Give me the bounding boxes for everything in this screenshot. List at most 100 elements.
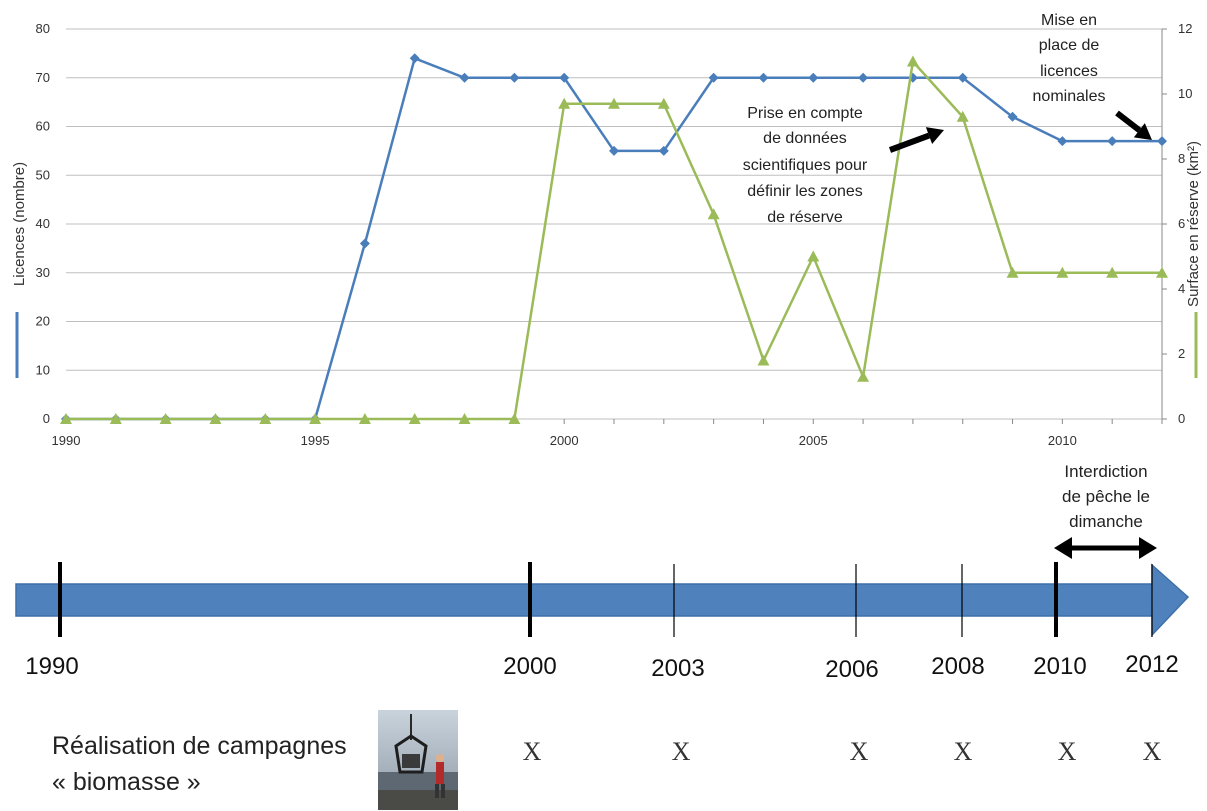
- chart-axes: 0 10 20 30 40 50 60 70 80 0 2 4 6 8 10 12 1990 1995 2000 20…: [11, 21, 1202, 448]
- timeline: Interdiction de pêche le dimanche: [15, 462, 1190, 637]
- y-tick-label-10: 10: [36, 362, 50, 377]
- reserve-point-2003: [707, 208, 720, 220]
- timeline-arrow: [15, 563, 1190, 637]
- timeline-year-label-2010: 2010: [1033, 653, 1087, 680]
- timeline-year-label-2008: 2008: [931, 653, 985, 680]
- y-tick-label-60: 60: [36, 119, 50, 134]
- y-tick-label-80: 80: [36, 21, 50, 36]
- reserve-point-2007: [906, 55, 919, 67]
- annotation-arrow-reserve-head: [925, 127, 944, 144]
- ban-period-head-right: [1139, 537, 1157, 559]
- reserve-point-2000: [558, 97, 571, 109]
- annotation-reserve-line-2: de données: [763, 130, 847, 147]
- ban-label-line-3: dimanche: [1069, 512, 1143, 531]
- y2-tick-label-10: 10: [1178, 86, 1192, 101]
- licences-point-2010: [1057, 136, 1068, 147]
- reserve-point-2001: [608, 97, 620, 109]
- reserve-point-2008: [956, 110, 969, 122]
- reserve-point-1993: [209, 413, 222, 424]
- y2-tick-label-8: 8: [1178, 151, 1185, 166]
- chart-annotations: Mise en place de licences nominales Prise en…: [743, 12, 1152, 226]
- annotation-licences-line-4: nominales: [1033, 88, 1106, 105]
- y2-tick-label-0: 0: [1178, 411, 1185, 426]
- reserve-point-2004: [757, 354, 770, 366]
- licences-point-2009: [1007, 111, 1018, 122]
- x-tick-label-1995: 1995: [301, 433, 330, 448]
- campaign-mark-2006: X: [849, 737, 869, 766]
- reserve-point-1997: [408, 413, 421, 424]
- licences-point-2011: [1107, 136, 1118, 147]
- y-tick-label-70: 70: [36, 70, 50, 85]
- annotation-reserve-line-4: définir les zones: [747, 183, 863, 200]
- reserve-point-1999: [508, 413, 521, 424]
- licences-point-1996: [359, 238, 370, 249]
- ban-period-head-left: [1054, 537, 1072, 559]
- x-tick-label-1990: 1990: [52, 433, 81, 448]
- reserve-point-1996: [358, 413, 371, 424]
- reserve-point-1995: [309, 413, 322, 424]
- y-axis-title: Licences (nombre): [11, 162, 28, 286]
- licences-point-1998: [459, 72, 470, 83]
- campaign-label-line-1: Réalisation de campagnes: [52, 732, 347, 760]
- reserve-point-2002: [657, 97, 670, 109]
- annotation-arrow-licences-shaft: [1115, 110, 1142, 133]
- licences-point-2003: [708, 72, 719, 83]
- y-tick-label-50: 50: [36, 167, 50, 182]
- reserve-point-1990: [60, 413, 72, 424]
- timeline-year-label-2003: 2003: [651, 655, 705, 682]
- licences-point-2002: [658, 145, 669, 156]
- x-tick-label-2010: 2010: [1048, 433, 1077, 448]
- timeline-year-label-2006: 2006: [825, 656, 879, 683]
- y2-axis-title: Surface en réserve (km²): [1185, 141, 1202, 307]
- reserve-point-2011: [1106, 266, 1119, 278]
- licences-point-2001: [609, 145, 619, 156]
- reserve-point-2010: [1056, 266, 1069, 278]
- licences-point-2004: [758, 72, 769, 83]
- licences-point-2012: [1157, 136, 1167, 147]
- licences-point-2005: [808, 72, 819, 83]
- y-tick-label-20: 20: [36, 314, 50, 329]
- reserve-point-2012: [1156, 266, 1168, 278]
- chart-series: [60, 53, 1168, 424]
- campaign-mark-2003: X: [671, 737, 691, 766]
- chart-gridlines: [66, 28, 1162, 420]
- y-tick-label-30: 30: [36, 265, 50, 280]
- reserve-point-1998: [458, 413, 471, 424]
- campaign-mark-2008: X: [953, 737, 973, 766]
- reserve-point-2005: [807, 250, 820, 262]
- reserve-point-1991: [109, 413, 122, 424]
- annotation-arrow-licences-head: [1133, 123, 1152, 140]
- y2-tick-label-4: 4: [1178, 281, 1185, 296]
- licences-point-2006: [858, 72, 869, 83]
- annotation-licences-line-3: licences: [1040, 63, 1098, 80]
- licences-point-2008: [957, 72, 968, 83]
- annotation-reserve-line-3: scientifiques pour: [743, 157, 868, 174]
- campaign-mark-2010: X: [1057, 737, 1077, 766]
- licences-point-1997: [409, 53, 420, 64]
- x-tick-label-2005: 2005: [799, 433, 828, 448]
- timeline-year-label-2000: 2000: [503, 653, 557, 680]
- annotation-reserve-line-1: Prise en compte: [747, 105, 863, 122]
- campaign-mark-2000: X: [522, 737, 542, 766]
- y2-tick-label-12: 12: [1178, 21, 1192, 36]
- y-tick-label-0: 0: [43, 411, 50, 426]
- y-tick-label-40: 40: [36, 216, 50, 231]
- y2-tick-label-2: 2: [1178, 346, 1185, 361]
- licences-point-2000: [559, 72, 570, 83]
- ban-label-line-1: Interdiction: [1064, 462, 1147, 481]
- timeline-year-label-1990: 1990: [25, 653, 79, 680]
- campaign-label: Réalisation de campagnes « biomasse »: [52, 728, 347, 800]
- annotation-licences-line-2: place de: [1039, 37, 1100, 54]
- campaign-label-line-2: « biomasse »: [52, 768, 201, 796]
- reserve-point-1992: [159, 413, 172, 424]
- annotation-reserve-line-5: de réserve: [767, 209, 843, 226]
- y2-tick-label-6: 6: [1178, 216, 1185, 231]
- reserve-point-2009: [1006, 266, 1019, 278]
- series-line-left: [66, 56, 1162, 421]
- licences-point-1999: [509, 72, 520, 83]
- timeline-year-label-2012: 2012: [1125, 651, 1179, 678]
- annotation-arrow-reserve-shaft: [888, 132, 931, 153]
- annotation-licences-line-1: Mise en: [1041, 12, 1097, 29]
- campaign-mark-2012: X: [1142, 737, 1162, 766]
